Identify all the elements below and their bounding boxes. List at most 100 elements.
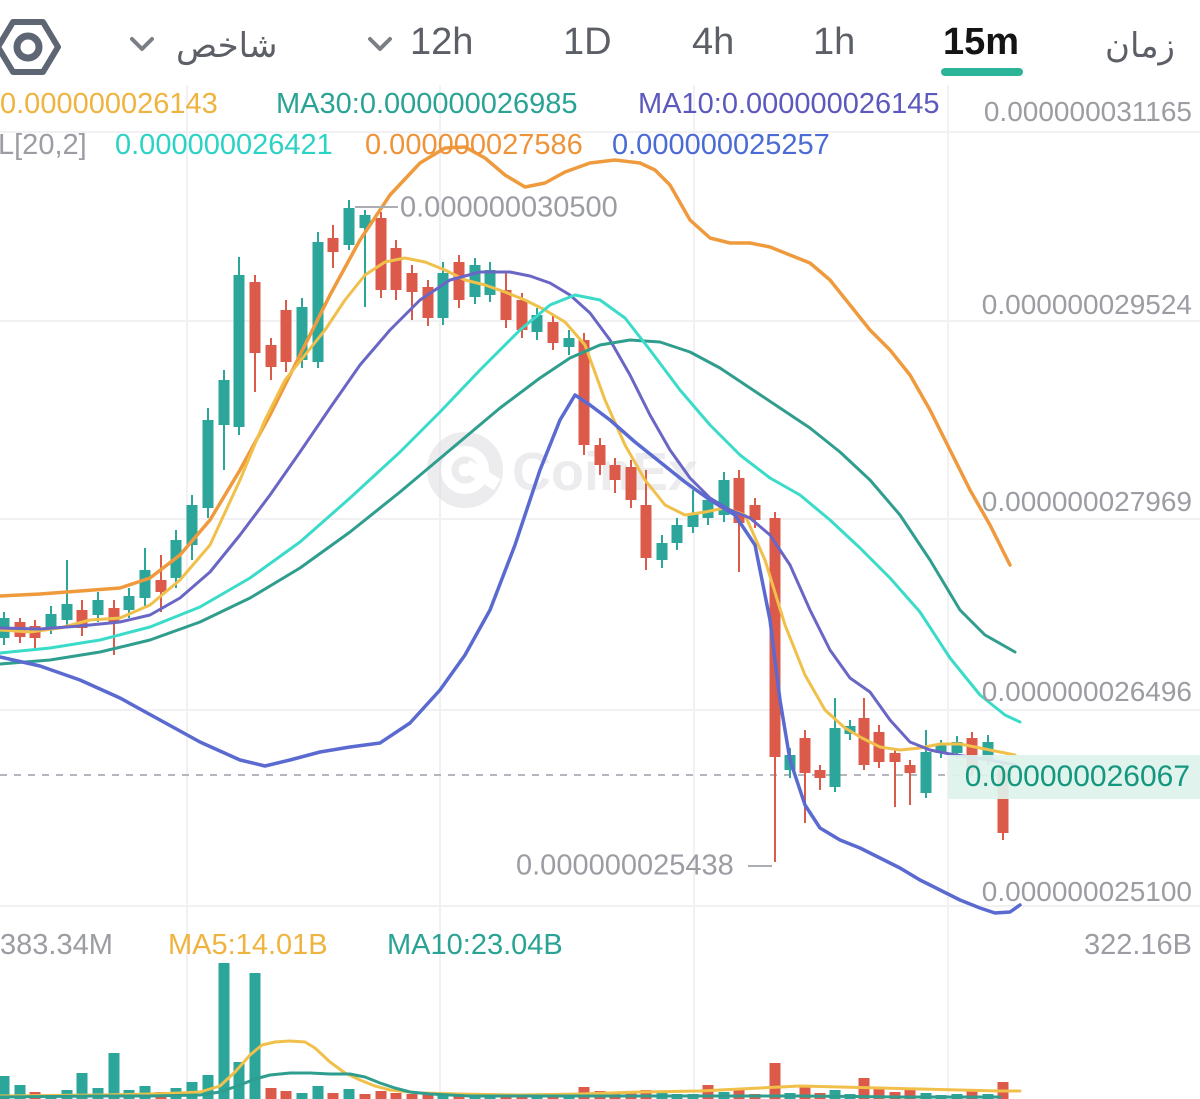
y-axis-label: 0.000000027969 <box>981 486 1192 517</box>
candle-body <box>920 752 932 793</box>
volume-bar <box>139 1086 151 1099</box>
indicator-chevron-down-icon[interactable] <box>129 36 155 52</box>
volume-bar <box>233 1062 245 1099</box>
volume-bar <box>312 1086 324 1099</box>
candle-body <box>61 604 73 620</box>
time-label: زمان <box>1105 26 1175 66</box>
timeframe-chevron-down-icon[interactable] <box>367 36 393 52</box>
volume-bar <box>422 1094 434 1099</box>
coinex-watermark: CoinEx <box>427 432 698 508</box>
volume-bar <box>873 1089 885 1099</box>
y-axis-label: 0.000000029524 <box>981 289 1192 320</box>
volume-bar <box>108 1053 120 1099</box>
volume-bar <box>327 1093 339 1099</box>
boll-upper-line <box>0 145 1012 598</box>
candle-body <box>889 753 901 762</box>
volume-ma10-value: MA10:23.04B <box>387 929 563 961</box>
candle-body <box>671 525 683 543</box>
volume-axis-max-label: 322.16B <box>1083 929 1192 961</box>
candle-body <box>687 513 699 527</box>
volume-ma5-value: MA5:14.01B <box>168 929 328 961</box>
tab-1h[interactable]: 1h <box>813 21 856 63</box>
period-low-price-label: 0.000000025438 <box>516 849 734 882</box>
candle-body <box>265 345 277 367</box>
boll-mid-value: 0.000000026421 <box>115 129 333 161</box>
vol-ma5-line <box>0 1039 1022 1098</box>
candle-body <box>343 208 355 245</box>
volume-bar <box>14 1085 26 1099</box>
candle-body <box>500 290 512 320</box>
volume-bar <box>186 1082 198 1099</box>
chart-toolbar: شاخص 12h 1D 4h 1h 15m زمان <box>0 0 1200 85</box>
candle-body <box>904 765 916 773</box>
settings-nut-icon[interactable] <box>0 14 64 80</box>
grid-lines <box>0 85 1200 1099</box>
volume-bar <box>76 1073 88 1099</box>
candle-body <box>155 580 167 592</box>
candle-body <box>249 282 261 353</box>
high-low-marker-ticks <box>355 206 772 867</box>
boll-params-label: L[20,2] <box>0 129 87 161</box>
volume-bar <box>0 1076 10 1099</box>
tab-1d[interactable]: 1D <box>563 21 612 63</box>
candle-body <box>406 273 418 292</box>
y-axis-label: 0.000000026496 <box>981 676 1192 707</box>
indicator-lines <box>0 145 1022 1099</box>
candle-body <box>453 262 465 300</box>
ma5-value: 0.000000026143 <box>0 88 218 120</box>
candle-body <box>656 543 668 560</box>
ma30-line <box>0 338 1017 666</box>
indicator-menu-button[interactable]: شاخص <box>176 26 278 66</box>
volume-bar <box>390 1093 402 1099</box>
volume-bar <box>343 1089 355 1099</box>
candle-body <box>108 608 120 622</box>
volume-bar <box>359 1094 371 1099</box>
ma10-line <box>0 270 1017 767</box>
candle-body <box>547 322 559 343</box>
candle-body <box>218 380 230 425</box>
candle-body <box>951 742 963 753</box>
candle-body <box>296 307 308 360</box>
coinex-logo-gap <box>463 459 501 491</box>
candle-body <box>563 338 575 347</box>
last-price-value: 0.000000026067 <box>964 760 1190 793</box>
ma10-value: MA10:0.000000026145 <box>638 88 940 120</box>
candle-body <box>139 570 151 598</box>
vol-ma10-line <box>0 1071 1002 1099</box>
volume-bar <box>966 1091 978 1099</box>
candle-body <box>123 596 135 610</box>
candle-body <box>966 738 978 770</box>
candle-body <box>186 505 198 545</box>
candle-body <box>935 745 947 753</box>
volume-bar <box>799 1087 811 1099</box>
boll-upper-value: 0.000000027586 <box>365 129 583 161</box>
volume-bar <box>375 1091 387 1099</box>
candle-body <box>733 478 745 523</box>
candle-body <box>769 518 781 757</box>
tab-12h[interactable]: 12h <box>410 21 474 63</box>
tab-4h[interactable]: 4h <box>692 21 735 63</box>
volume-bar <box>829 1090 841 1099</box>
candle-body <box>76 610 88 628</box>
candle-body <box>814 770 826 778</box>
volume-bar <box>218 963 230 1099</box>
boll-lower-value: 0.000000025257 <box>612 129 830 161</box>
candle-body <box>390 248 402 290</box>
candle-body <box>718 480 730 515</box>
candle-body <box>749 505 761 520</box>
candle-body <box>312 242 324 362</box>
tab-15m-active[interactable]: 15m <box>943 21 1020 63</box>
volume-bar <box>92 1088 104 1099</box>
boll-mid-line <box>0 293 1022 724</box>
candle-body <box>375 218 387 290</box>
candle-body <box>997 770 1009 833</box>
volume-bar <box>202 1075 214 1099</box>
candle-body <box>516 300 528 330</box>
volume-bar <box>265 1088 277 1099</box>
volume-bar <box>769 1063 781 1099</box>
candle-body <box>531 315 543 332</box>
volume-bar <box>296 1093 308 1099</box>
candle-body <box>437 273 449 318</box>
candle-body <box>233 275 245 427</box>
